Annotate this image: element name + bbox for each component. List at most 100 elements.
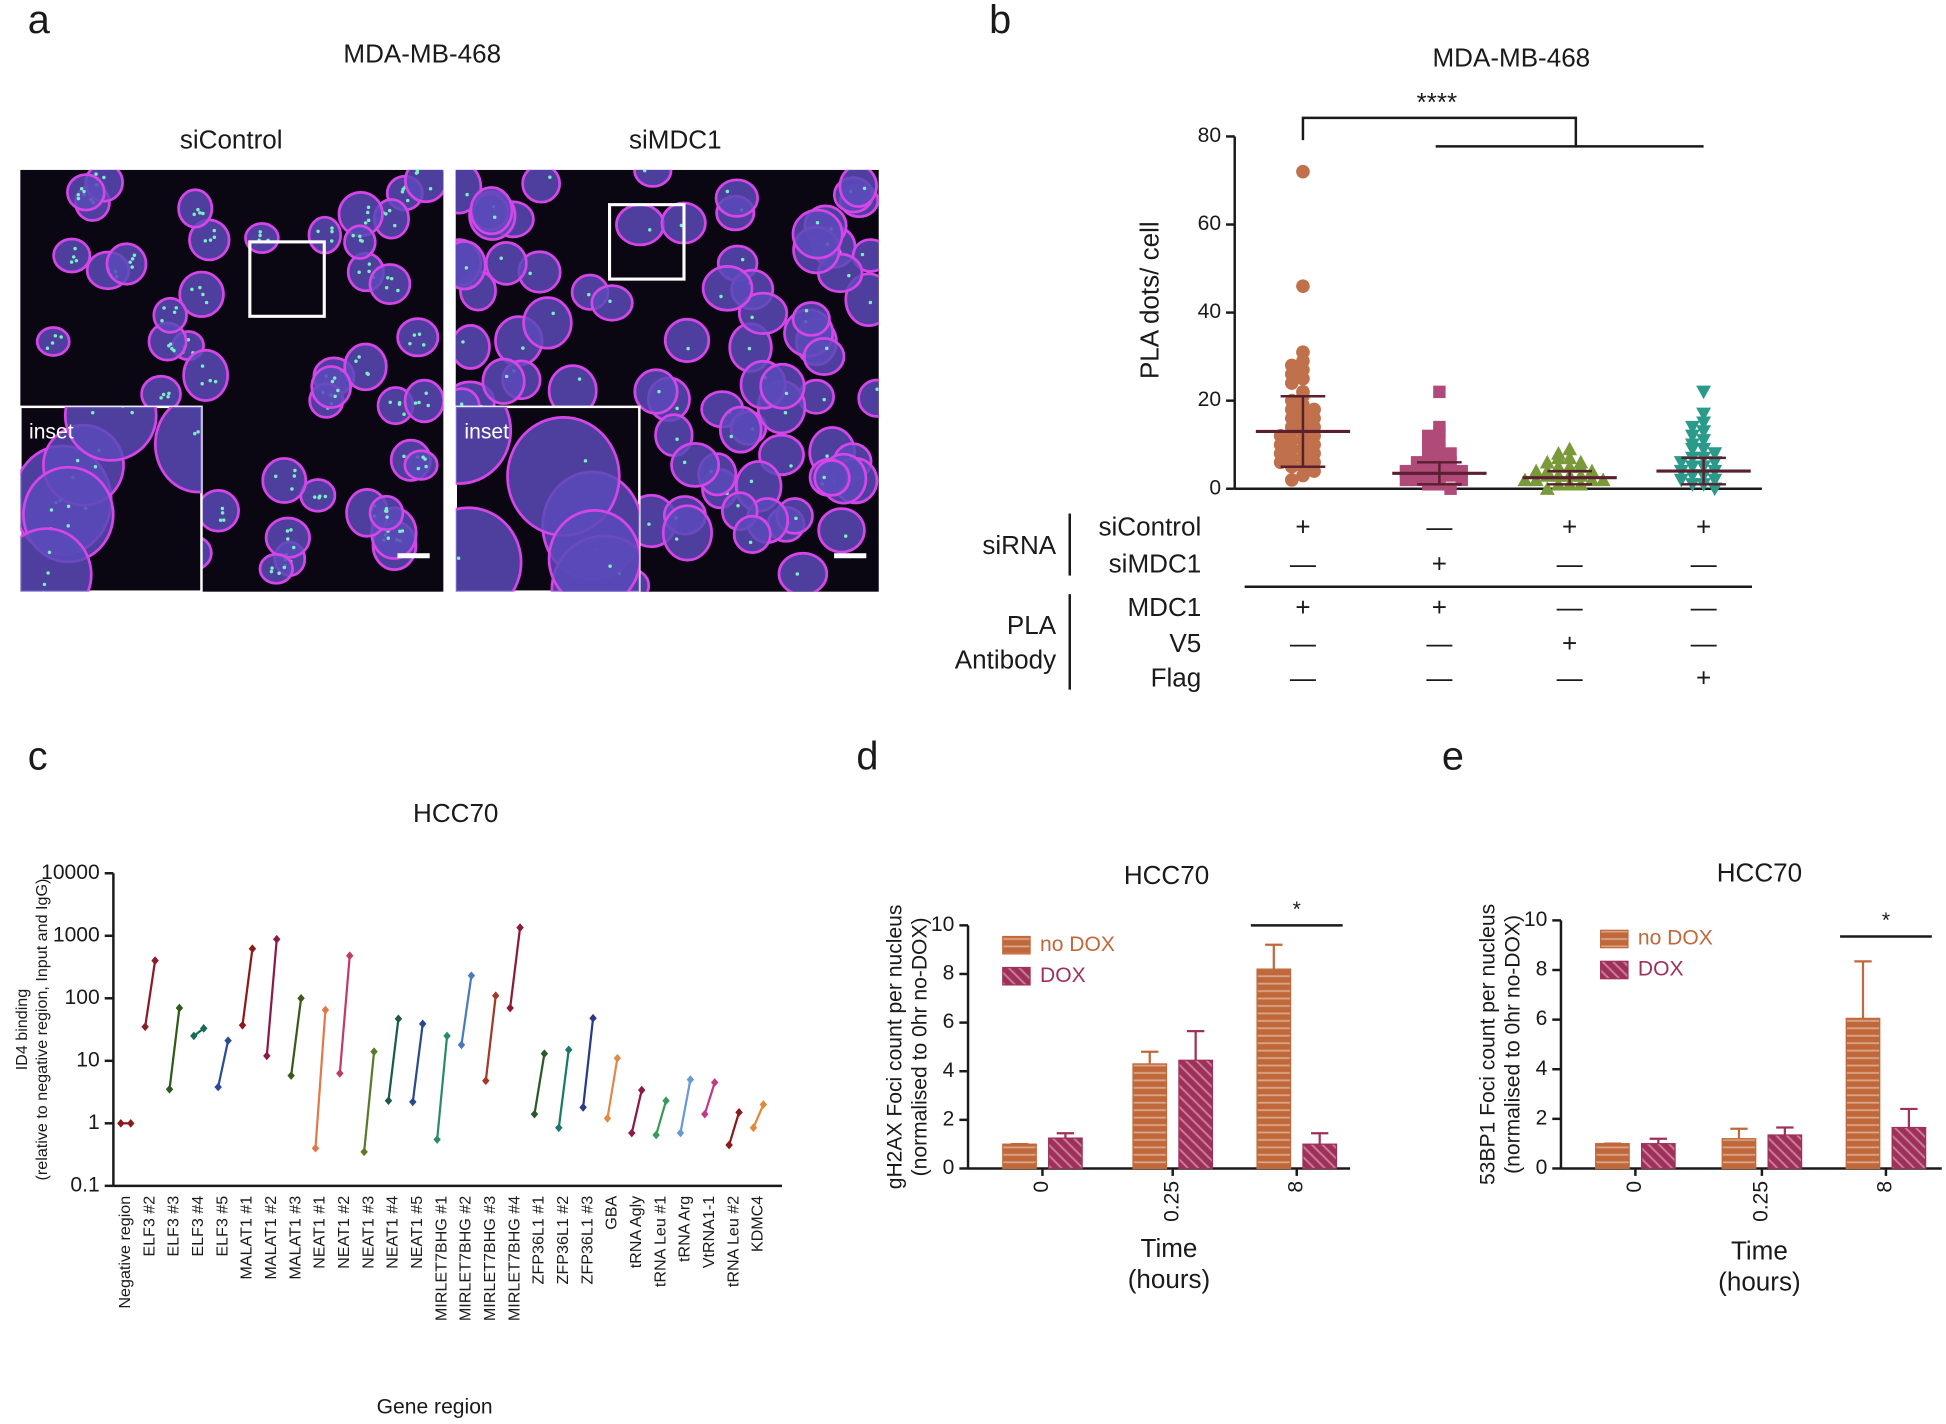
point — [1707, 482, 1723, 497]
significance-bracket — [1301, 116, 1704, 148]
point — [214, 1082, 222, 1092]
condition-mark: — — [1290, 549, 1317, 579]
x-tick-label: 0 — [1030, 1181, 1053, 1193]
condition-mark: + — [1432, 592, 1447, 622]
x-tick-label: GBA — [603, 1196, 621, 1230]
focus — [748, 540, 753, 545]
focus — [358, 238, 363, 243]
cell — [66, 173, 106, 212]
point — [506, 1003, 514, 1013]
focus — [47, 550, 52, 555]
focus — [128, 260, 132, 264]
y-tick-label: 10 — [931, 913, 954, 936]
focus — [387, 208, 392, 213]
point — [175, 1003, 184, 1013]
x-tick-label: ELF3 #4 — [189, 1196, 207, 1257]
cell — [590, 284, 634, 322]
condition-mark: — — [1557, 592, 1584, 622]
chart-title: HCC70 — [413, 798, 498, 828]
cell — [521, 169, 562, 204]
focus — [608, 299, 612, 303]
focus — [868, 300, 873, 305]
focus — [412, 333, 417, 337]
x-tick-label: tRNA Arg — [676, 1196, 694, 1262]
x-tick-label: MIRLET7BHG #1 — [432, 1196, 450, 1321]
x-axis-label: Time — [1141, 1233, 1198, 1263]
focus — [82, 189, 86, 194]
point — [1551, 459, 1566, 473]
focus — [193, 431, 197, 436]
focus — [200, 382, 204, 386]
cell — [484, 241, 528, 286]
point — [1685, 460, 1700, 475]
focus — [357, 355, 361, 359]
focus — [358, 234, 362, 239]
x-tick-label: tRNA Agly — [627, 1195, 645, 1268]
focus — [421, 343, 426, 347]
cell — [732, 514, 772, 555]
cell — [455, 406, 513, 485]
cell — [403, 449, 439, 481]
cell — [404, 169, 444, 204]
focus — [402, 454, 406, 459]
point — [384, 1096, 393, 1106]
focus — [428, 187, 433, 191]
range-line — [241, 948, 254, 1026]
focus — [220, 506, 225, 511]
cell — [481, 357, 526, 405]
point — [1399, 473, 1413, 487]
range-line — [630, 1089, 643, 1134]
condition-mark: — — [1290, 628, 1317, 658]
inset-label: inset — [29, 420, 74, 443]
y-axis-label: PLA dots/ cell — [1134, 221, 1164, 379]
point — [759, 1100, 768, 1109]
x-tick-label: 0 — [1623, 1181, 1646, 1193]
row-label: Flag — [1151, 663, 1202, 693]
focus — [413, 401, 418, 405]
inset-box — [608, 203, 686, 281]
point — [297, 993, 305, 1003]
focus — [74, 258, 79, 263]
point — [200, 1024, 208, 1033]
range-line — [606, 1058, 619, 1119]
cell — [633, 169, 673, 188]
condition-mark: + — [1295, 511, 1310, 541]
focus — [784, 391, 789, 396]
point — [1528, 463, 1544, 478]
focus — [290, 487, 294, 491]
focus — [384, 212, 388, 216]
focus — [686, 346, 690, 351]
point — [419, 1019, 427, 1029]
cell — [343, 342, 388, 392]
point — [710, 1078, 719, 1087]
range-line — [168, 1007, 181, 1090]
cell — [714, 178, 759, 218]
focus — [389, 276, 394, 281]
focus — [794, 516, 798, 521]
focus — [804, 309, 809, 313]
condition-mark: — — [1290, 663, 1317, 693]
point — [564, 1045, 573, 1055]
cell — [310, 365, 352, 409]
focus — [388, 400, 393, 405]
bar — [1178, 1059, 1214, 1170]
focus — [675, 406, 679, 411]
y-tick-label: 1 — [88, 1111, 100, 1134]
point — [263, 1051, 271, 1061]
focus — [204, 300, 209, 305]
cell — [701, 265, 754, 312]
y-tick-label: 20 — [1198, 388, 1221, 411]
range-line — [752, 1104, 765, 1129]
cell — [20, 527, 93, 592]
focus — [16, 561, 19, 564]
point — [443, 1031, 451, 1041]
focus — [367, 262, 372, 266]
x-axis-label: (hours) — [1128, 1264, 1210, 1294]
point — [117, 1118, 125, 1128]
range-line — [363, 1051, 376, 1152]
y-tick-label: 0 — [943, 1156, 955, 1179]
focus — [847, 273, 851, 278]
focus — [822, 397, 826, 402]
point — [1595, 472, 1611, 487]
focus — [330, 226, 334, 230]
